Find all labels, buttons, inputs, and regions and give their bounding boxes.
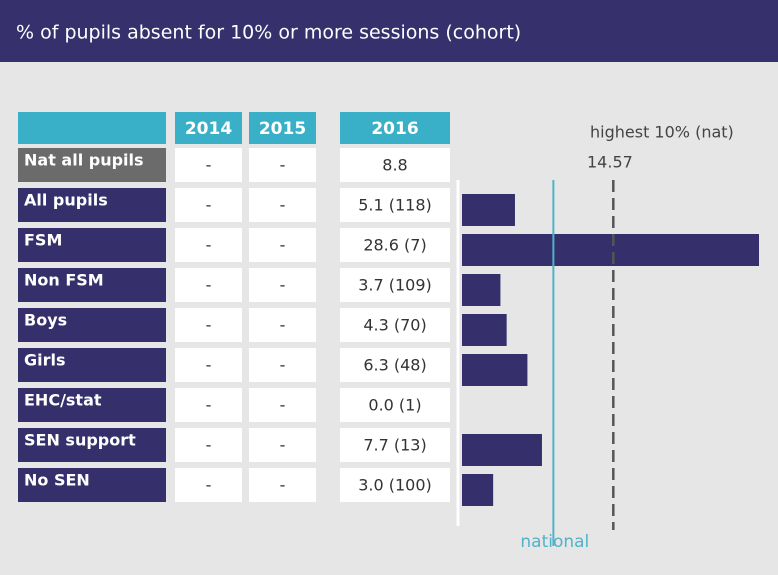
row-label: SEN support <box>24 431 136 450</box>
value-cell <box>340 388 450 422</box>
value-cell <box>175 348 242 382</box>
value-text: - <box>206 316 212 335</box>
value-cell <box>340 308 450 342</box>
header-cell <box>18 112 166 144</box>
value-text: 6.3 (48) <box>363 356 426 375</box>
row-label: Girls <box>24 351 66 370</box>
value-cell <box>340 468 450 502</box>
value-text: - <box>206 396 212 415</box>
row-label: FSM <box>24 231 62 250</box>
bar <box>462 434 542 466</box>
value-cell <box>175 388 242 422</box>
row-label-cell <box>18 388 166 422</box>
bar <box>462 194 515 226</box>
value-text: - <box>206 356 212 375</box>
value-text: - <box>280 236 286 255</box>
value-text: - <box>280 476 286 495</box>
title: % of pupils absent for 10% or more sessi… <box>16 22 521 44</box>
bar <box>462 354 528 386</box>
value-cell <box>249 348 316 382</box>
value-text: 0.0 (1) <box>368 396 421 415</box>
value-cell <box>249 428 316 462</box>
value-cell <box>175 148 242 182</box>
value-cell <box>249 308 316 342</box>
value-cell <box>249 228 316 262</box>
value-text: 8.8 <box>382 156 407 175</box>
column-header: 2014 <box>185 119 232 139</box>
row-label-cell <box>18 308 166 342</box>
row-label: Non FSM <box>24 271 104 290</box>
value-text: 7.7 (13) <box>363 436 426 455</box>
value-cell <box>249 468 316 502</box>
value-text: - <box>206 236 212 255</box>
row-label-cell <box>18 468 166 502</box>
value-text: 28.6 (7) <box>363 236 426 255</box>
row-label-cell <box>18 228 166 262</box>
value-cell <box>175 228 242 262</box>
national-label: national <box>520 532 589 552</box>
value-text: 5.1 (118) <box>358 196 432 215</box>
value-text: 3.0 (100) <box>358 476 432 495</box>
row-label-cell <box>18 428 166 462</box>
row-label: All pupils <box>24 191 108 210</box>
row-label: No SEN <box>24 471 90 490</box>
value-cell <box>175 188 242 222</box>
value-cell <box>340 268 450 302</box>
value-cell <box>340 348 450 382</box>
bar <box>462 234 759 266</box>
header-cell <box>249 112 316 144</box>
header-cell <box>175 112 242 144</box>
value-text: - <box>206 196 212 215</box>
value-cell <box>175 468 242 502</box>
value-cell <box>175 308 242 342</box>
value-text: - <box>280 436 286 455</box>
row-label: Nat all pupils <box>24 151 144 170</box>
value-text: - <box>280 396 286 415</box>
value-cell <box>249 388 316 422</box>
value-text: - <box>206 476 212 495</box>
bar <box>462 274 501 306</box>
column-header: 2016 <box>371 119 418 139</box>
value-text: - <box>280 356 286 375</box>
value-cell <box>249 148 316 182</box>
bar <box>462 314 507 346</box>
value-cell <box>249 188 316 222</box>
highest-label: highest 10% (nat) <box>590 123 734 142</box>
row-label-cell <box>18 188 166 222</box>
value-cell <box>175 428 242 462</box>
header-bar <box>0 0 778 62</box>
value-text: 3.7 (109) <box>358 276 432 295</box>
value-cell <box>340 228 450 262</box>
value-text: - <box>280 276 286 295</box>
value-text: - <box>206 276 212 295</box>
row-label: EHC/stat <box>24 391 102 410</box>
value-text: - <box>206 436 212 455</box>
value-text: 4.3 (70) <box>363 316 426 335</box>
value-cell <box>175 268 242 302</box>
value-text: - <box>280 196 286 215</box>
header-cell <box>340 112 450 144</box>
row-label: Boys <box>24 311 67 330</box>
value-cell <box>340 148 450 182</box>
row-label-cell <box>18 348 166 382</box>
row-label-cell <box>18 268 166 302</box>
value-text: - <box>280 316 286 335</box>
value-cell <box>340 428 450 462</box>
column-header: 2015 <box>259 119 306 139</box>
value-cell <box>340 188 450 222</box>
highest-value: 14.57 <box>587 153 633 172</box>
value-text: - <box>206 156 212 175</box>
row-label-cell <box>18 148 166 182</box>
value-text: - <box>280 156 286 175</box>
value-cell <box>249 268 316 302</box>
bar <box>462 474 494 506</box>
